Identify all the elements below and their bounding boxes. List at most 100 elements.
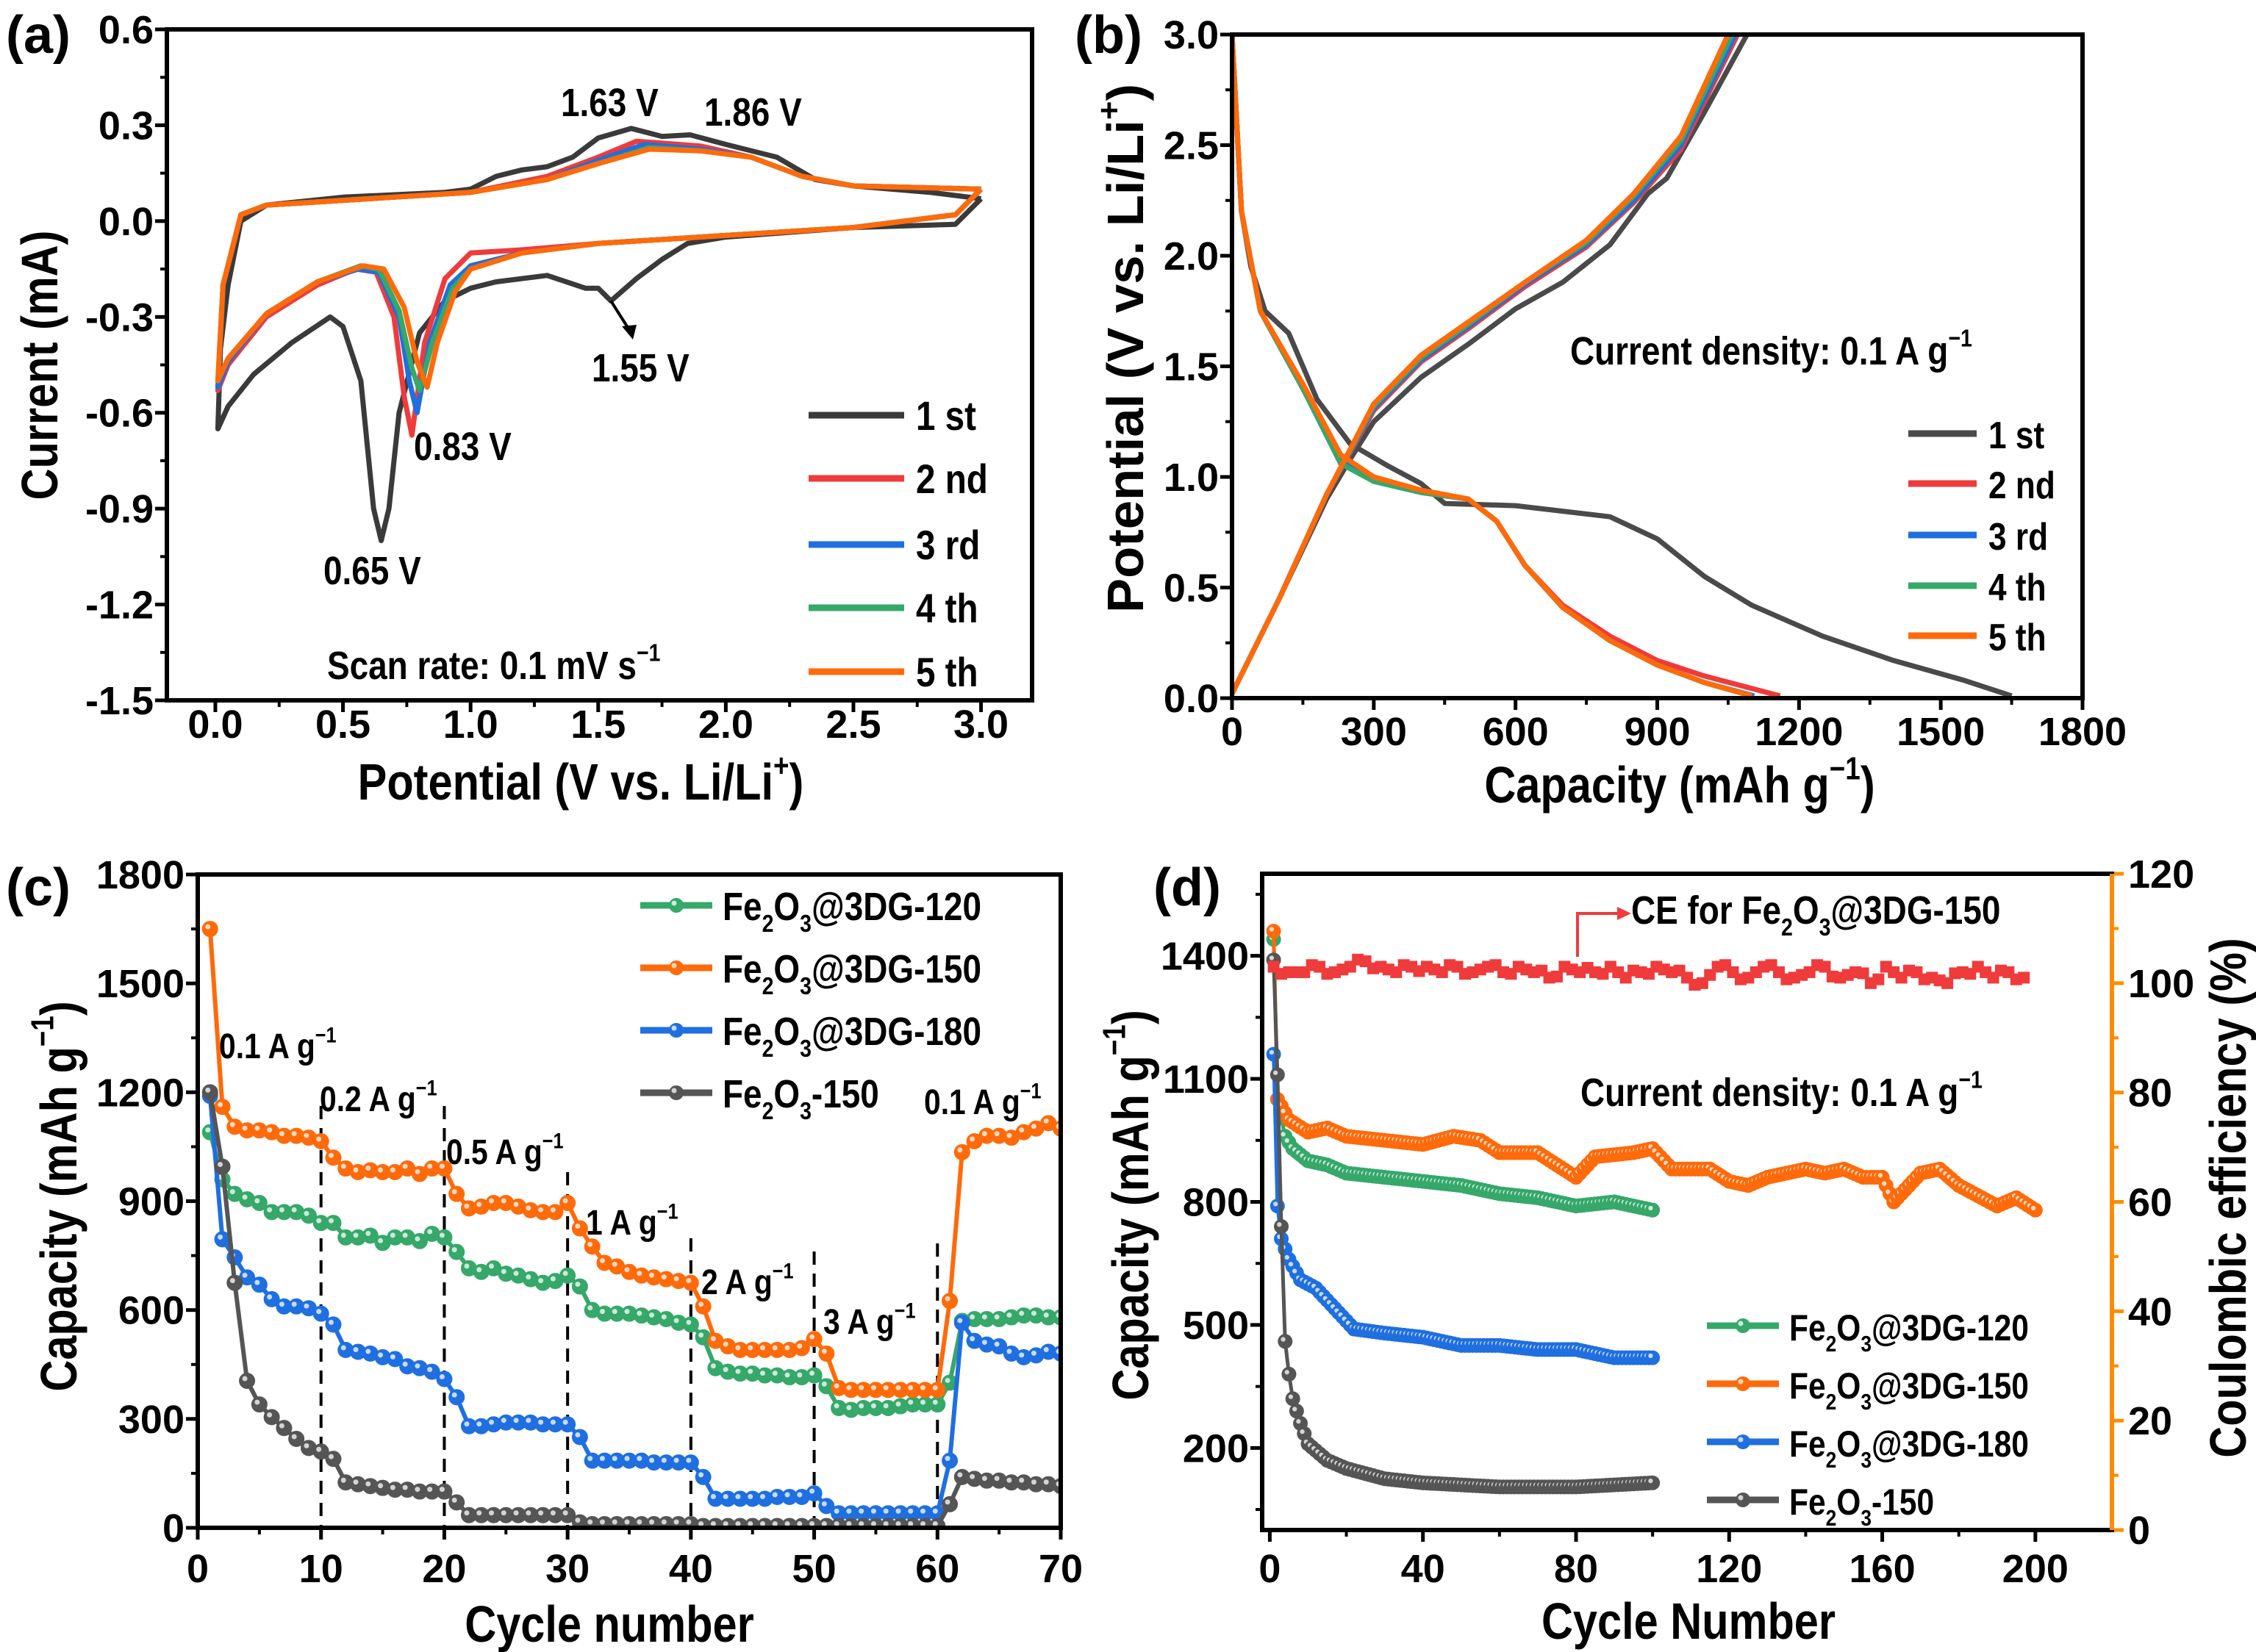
- chart-panel-d: 0 40 80 120 160 200 200 500 800 1100 1400 0 20 40 60 80…: [1097, 852, 2256, 1650]
- data-point-highlight: [920, 1399, 926, 1405]
- data-point-highlight: [599, 1456, 605, 1462]
- data-point-highlight: [415, 1236, 420, 1242]
- data-point-highlight: [1006, 1312, 1012, 1318]
- data-point-highlight: [427, 1163, 433, 1169]
- data-point: [325, 1215, 342, 1232]
- data-point-highlight: [526, 1418, 531, 1423]
- data-point-highlight: [562, 1510, 568, 1516]
- data-point-highlight: [599, 1257, 605, 1263]
- data-point-highlight: [476, 1267, 482, 1273]
- series-line: [215, 146, 984, 390]
- arrow-head-icon: [1617, 907, 1631, 920]
- data-point-highlight: [378, 1238, 384, 1243]
- data-point: [1266, 924, 1281, 939]
- data-point-highlight: [427, 1367, 433, 1373]
- x-tick-label: 50: [792, 1547, 837, 1591]
- y-tick-label: 1200: [96, 1071, 185, 1115]
- data-point-highlight: [870, 1403, 876, 1409]
- data-point-highlight: [1019, 1127, 1025, 1133]
- data-point-highlight: [859, 1403, 864, 1409]
- data-point-highlight: [1043, 1346, 1049, 1352]
- data-point-highlight: [575, 1282, 581, 1288]
- data-point-highlight: [883, 1385, 889, 1390]
- legend-marker-highlight: [1738, 1495, 1744, 1501]
- data-point-highlight: [673, 1318, 679, 1324]
- y2-tick-label: 0: [2128, 1509, 2150, 1553]
- data-point: [806, 1485, 823, 1502]
- panel-label: (c): [6, 858, 71, 917]
- data-point-highlight: [340, 1163, 346, 1169]
- data-point-highlight: [970, 1314, 975, 1320]
- y2-tick-label: 40: [2128, 1290, 2172, 1334]
- data-point-highlight: [575, 1432, 581, 1438]
- data-point: [214, 1158, 231, 1175]
- data-point-highlight: [267, 1127, 273, 1133]
- data-point-highlight: [267, 1294, 273, 1300]
- data-point-highlight: [612, 1456, 617, 1462]
- series-line: [215, 126, 984, 544]
- x-tick-label: 30: [545, 1547, 590, 1591]
- data-point: [929, 1382, 946, 1398]
- annotation: 1.63 V: [561, 81, 659, 125]
- y-tick-label: 1.0: [1164, 456, 1219, 500]
- data-point-highlight: [340, 1345, 346, 1351]
- y-axis-title: Capacity (mAh g−1): [1097, 1010, 1160, 1400]
- data-point-highlight: [464, 1263, 470, 1269]
- data-point: [436, 1483, 453, 1500]
- data-point-highlight: [328, 1454, 334, 1459]
- data-point-highlight: [895, 1385, 901, 1390]
- annotation: 0.1 A g−1: [219, 1023, 337, 1066]
- data-point-highlight: [451, 1189, 457, 1195]
- arrow-head-icon: [622, 325, 637, 340]
- x-tick-label: 2.0: [698, 703, 753, 747]
- legend-marker: [669, 1085, 684, 1100]
- data-point-highlight: [1269, 955, 1275, 960]
- data-point-highlight: [526, 1274, 531, 1280]
- data-point-highlight: [797, 1343, 803, 1349]
- data-point-highlight: [291, 1131, 297, 1137]
- x-tick-label: 0: [187, 1547, 209, 1591]
- data-point-highlight: [1272, 1202, 1278, 1207]
- data-point-highlight: [932, 1508, 938, 1514]
- data-point-highlight: [945, 1377, 950, 1383]
- data-point-highlight: [908, 1508, 914, 1514]
- data-point-highlight: [242, 1194, 248, 1200]
- data-point-highlight: [599, 1309, 605, 1315]
- y-tick-label: 0.0: [1164, 677, 1219, 721]
- data-point-highlight: [587, 1241, 593, 1247]
- data-point-highlight: [218, 1102, 223, 1107]
- data-point-highlight: [957, 1318, 963, 1324]
- x-tick-label: 600: [1483, 710, 1549, 754]
- data-point-highlight: [673, 1276, 679, 1282]
- data-point-highlight: [464, 1421, 470, 1427]
- data-point-highlight: [698, 1301, 704, 1307]
- y-tick-label: 1500: [96, 962, 185, 1006]
- data-point-highlight: [994, 1341, 1000, 1347]
- x-tick-label: 1500: [1897, 710, 1985, 754]
- data-point-highlight: [427, 1229, 433, 1235]
- data-point-highlight: [575, 1224, 581, 1229]
- data-point-highlight: [637, 1271, 642, 1276]
- data-point-highlight: [513, 1510, 519, 1516]
- data-point-highlight: [538, 1207, 544, 1213]
- legend-label: Fe2O3-150: [723, 1072, 879, 1125]
- series-line: [1232, 33, 1731, 695]
- x-tick-label: 60: [915, 1547, 959, 1591]
- data-point-highlight: [1019, 1352, 1025, 1358]
- data-point-highlight: [316, 1218, 322, 1224]
- data-point-highlight: [908, 1399, 914, 1405]
- data-point: [1872, 973, 1885, 985]
- x-tick-label: 200: [2002, 1547, 2069, 1591]
- y-tick-label: -0.3: [85, 295, 154, 340]
- legend-item: 2 nd: [809, 456, 988, 502]
- data-point-highlight: [242, 1376, 248, 1382]
- legend-marker: [1736, 1434, 1750, 1449]
- data-point-highlight: [489, 1263, 495, 1269]
- data-point-highlight: [784, 1521, 790, 1527]
- data-point-highlight: [846, 1508, 852, 1514]
- data-point-highlight: [476, 1510, 482, 1516]
- data-point-highlight: [895, 1521, 901, 1527]
- data-point-highlight: [870, 1521, 876, 1527]
- data-point-highlight: [649, 1272, 655, 1278]
- data-point-highlight: [353, 1346, 359, 1352]
